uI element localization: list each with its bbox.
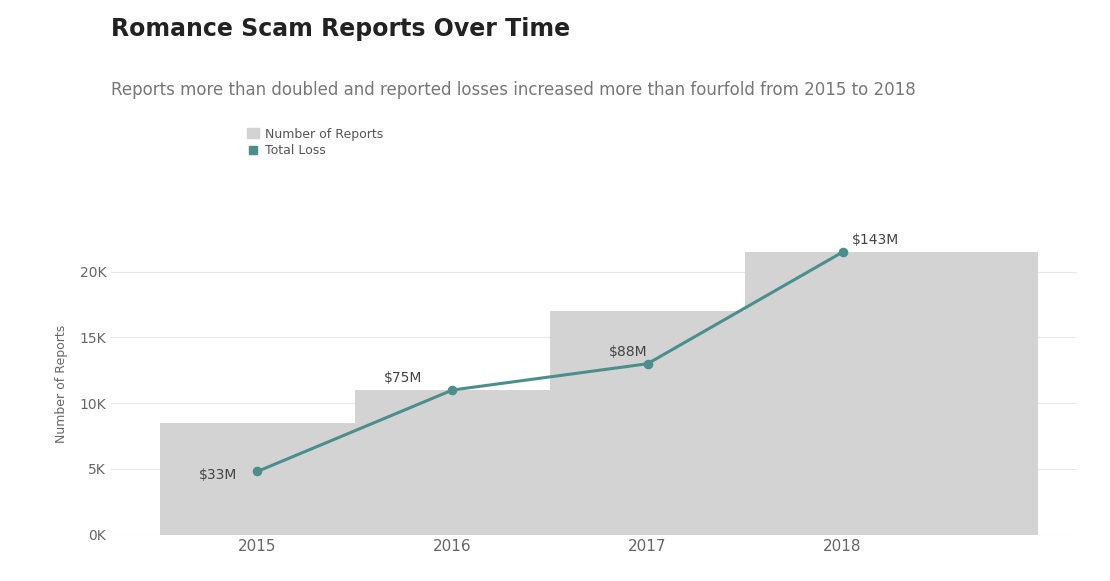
Text: $75M: $75M	[384, 371, 423, 385]
Bar	[745, 252, 1038, 535]
Text: $88M: $88M	[608, 345, 647, 358]
Bar	[549, 311, 745, 535]
Text: $33M: $33M	[199, 468, 238, 482]
Point	[638, 359, 656, 368]
Legend: Number of Reports, Total Loss: Number of Reports, Total Loss	[243, 124, 387, 161]
Text: Romance Scam Reports Over Time: Romance Scam Reports Over Time	[111, 17, 571, 41]
Bar	[355, 390, 549, 535]
Point	[834, 248, 851, 257]
Bar	[160, 423, 355, 535]
Y-axis label: Number of Reports: Number of Reports	[56, 324, 69, 443]
Text: $143M: $143M	[852, 233, 899, 247]
Point	[249, 467, 266, 476]
Point	[444, 385, 462, 394]
Text: Reports more than doubled and reported losses increased more than fourfold from : Reports more than doubled and reported l…	[111, 81, 916, 99]
